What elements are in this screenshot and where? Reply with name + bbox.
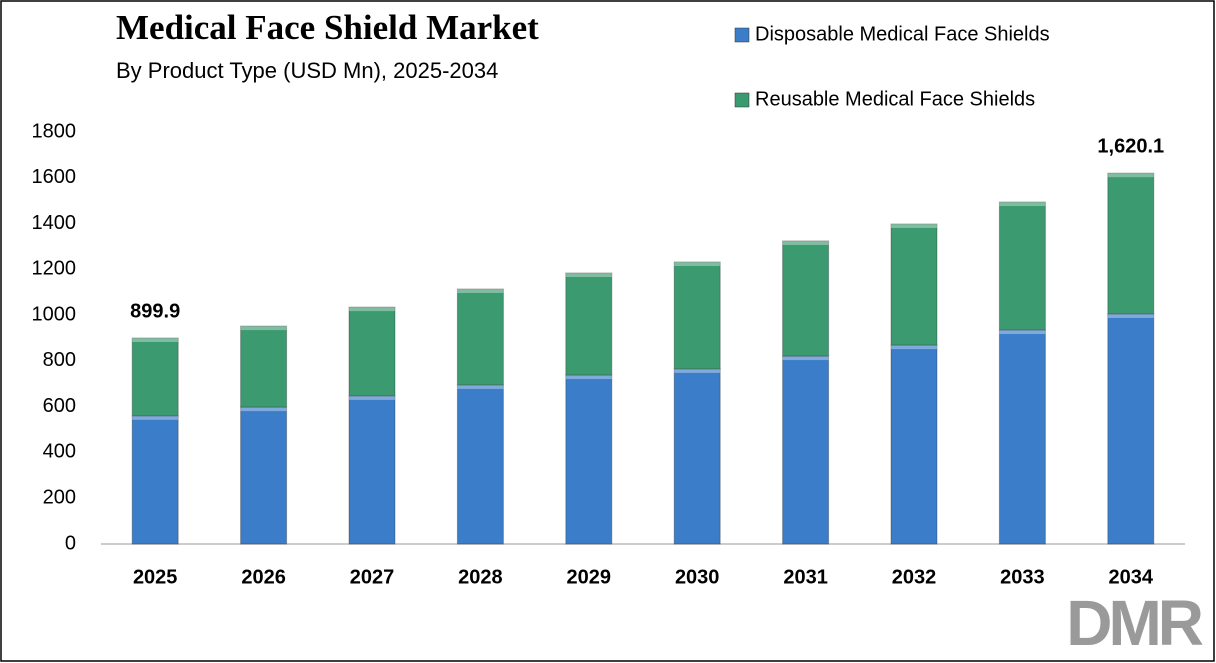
bar-highlight xyxy=(674,368,721,373)
bar-segment xyxy=(456,288,504,386)
total-label: 1,620.1 xyxy=(1097,135,1164,157)
y-tick-label: 800 xyxy=(43,349,76,371)
bar-highlight xyxy=(891,345,937,350)
logo: DMR xyxy=(1066,587,1203,659)
bar-segment xyxy=(782,240,830,357)
bar-highlight xyxy=(457,384,504,389)
chart-subtitle: By Product Type (USD Mn), 2025-2034 xyxy=(116,58,498,83)
bar-highlight xyxy=(132,415,179,420)
legend-swatch xyxy=(734,92,750,108)
total-label: 899.9 xyxy=(130,300,180,322)
bar-segment xyxy=(1107,313,1155,545)
x-tick-label: 2030 xyxy=(675,566,720,588)
y-tick-label: 0 xyxy=(65,532,76,554)
y-tick-label: 1600 xyxy=(32,166,77,188)
bar-segment xyxy=(565,374,613,545)
x-tick-label: 2031 xyxy=(783,566,828,588)
bar-segment xyxy=(240,406,288,545)
y-tick-label: 600 xyxy=(43,395,76,417)
bar-highlight xyxy=(457,289,504,294)
x-tick-label: 2032 xyxy=(892,566,937,588)
bar-highlight xyxy=(240,407,287,412)
bar-segment xyxy=(348,395,396,545)
bar-segment xyxy=(673,261,721,370)
x-tick-label: 2028 xyxy=(458,566,503,588)
x-tick-label: 2029 xyxy=(567,566,612,588)
y-tick-label: 200 xyxy=(43,487,76,509)
chart-title: Medical Face Shield Market xyxy=(116,8,539,47)
y-tick-label: 1200 xyxy=(32,258,77,280)
legend-swatch xyxy=(734,27,750,43)
bar-highlight xyxy=(674,262,721,267)
bar-highlight xyxy=(782,240,829,245)
y-tick-label: 1400 xyxy=(32,212,77,234)
bar-segment xyxy=(240,325,288,408)
bar-segment xyxy=(565,272,613,376)
x-tick-label: 2026 xyxy=(241,566,286,588)
legend-label: Disposable Medical Face Shields xyxy=(755,23,1050,45)
bar-highlight xyxy=(891,224,937,229)
legend-label: Reusable Medical Face Shields xyxy=(755,88,1035,110)
x-tick-label: 2033 xyxy=(1000,566,1045,588)
y-tick-label: 1000 xyxy=(32,303,77,325)
bar-highlight xyxy=(782,356,829,361)
x-tick-label: 2027 xyxy=(350,566,395,588)
bar-highlight xyxy=(1107,173,1154,178)
bar-highlight xyxy=(349,307,395,312)
bar-highlight xyxy=(999,202,1046,207)
bar-highlight xyxy=(1107,313,1154,318)
bar-segment xyxy=(131,337,179,417)
bar-segment xyxy=(673,368,721,545)
x-tick-label: 2034 xyxy=(1109,566,1154,588)
bar-highlight xyxy=(240,326,287,331)
bar-segment xyxy=(348,306,396,397)
bar-segment xyxy=(131,415,179,545)
bar-segment xyxy=(1107,172,1155,315)
x-tick-label: 2025 xyxy=(133,566,178,588)
bar-highlight xyxy=(565,375,612,380)
bar-highlight xyxy=(565,272,612,277)
bar-segment xyxy=(998,201,1046,331)
bar-segment xyxy=(456,384,504,545)
y-tick-label: 1800 xyxy=(32,120,77,142)
bar-highlight xyxy=(999,329,1046,334)
bar-segment xyxy=(998,329,1046,545)
bar-segment xyxy=(890,344,938,545)
bar-highlight xyxy=(132,338,179,343)
bar-segment xyxy=(890,223,938,346)
bar-highlight xyxy=(349,395,395,400)
bar-segment xyxy=(782,355,830,545)
y-tick-label: 400 xyxy=(43,441,76,463)
